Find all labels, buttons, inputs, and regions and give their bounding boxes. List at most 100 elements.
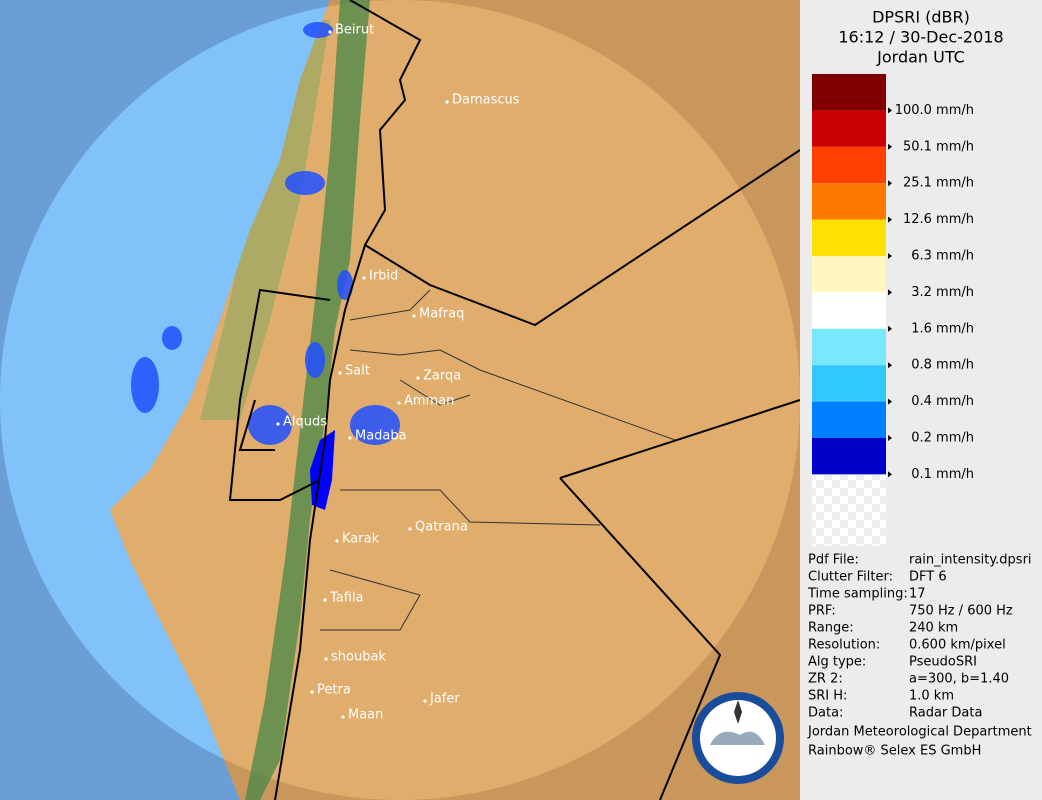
footer-line: Rainbow® Selex ES GmbH [808, 744, 981, 759]
city-label: Tafila [329, 591, 364, 606]
legend-tick [888, 435, 892, 441]
city-dot [348, 436, 352, 440]
legend-swatch [812, 256, 886, 293]
borders [228, 0, 801, 800]
info-key: Pdf File: [808, 553, 859, 568]
info-value: 0.600 km/pixel [909, 638, 1006, 653]
logo [692, 692, 784, 784]
legend-tick [888, 216, 892, 223]
legend-tick [888, 253, 892, 259]
info-value: 1.0 km [909, 689, 954, 704]
legend-tick [888, 143, 892, 150]
city-dot [423, 699, 427, 703]
info-value: PseudoSRI [909, 655, 977, 670]
city-dot [416, 376, 420, 380]
footer-line: Jordan Meteorological Department [807, 725, 1032, 740]
info-key: Data: [808, 706, 843, 721]
city-label: Alquds [283, 415, 327, 430]
city-dot [328, 30, 332, 34]
legend-swatch [812, 183, 886, 220]
info-key: Range: [808, 621, 854, 636]
panel-time: 16:12 / 30-Dec-2018 [838, 28, 1003, 47]
legend-label: 3.2 mm/h [911, 285, 974, 300]
legend-label: 50.1 mm/h [903, 139, 974, 154]
info-value: Radar Data [909, 706, 982, 721]
city-label: Petra [317, 683, 351, 698]
city-label: Maan [348, 708, 383, 723]
legend-label: 25.1 mm/h [903, 176, 974, 191]
info-value: rain_intensity.dpsri [909, 553, 1032, 568]
legend-label: 6.3 mm/h [911, 249, 974, 264]
city-dot [362, 276, 366, 280]
legend-label: 0.4 mm/h [911, 394, 974, 409]
legend-swatch-none [812, 474, 886, 547]
info-key: Resolution: [808, 638, 880, 653]
info-value: DFT 6 [909, 570, 947, 585]
city-label: Irbid [369, 269, 398, 284]
legend-swatch [812, 365, 886, 402]
info-value: 750 Hz / 600 Hz [909, 604, 1013, 619]
legend-tick [888, 325, 892, 332]
city-label: Amman [404, 394, 454, 409]
rain-echoes [131, 22, 400, 445]
city-dot [445, 100, 449, 104]
city-label: shoubak [331, 650, 386, 665]
legend-label: 0.2 mm/h [911, 431, 974, 446]
legend-tick [888, 180, 892, 187]
city-label: Mafraq [419, 307, 464, 322]
city-label: Madaba [355, 429, 407, 444]
city-label: Karak [342, 532, 380, 547]
city-dot [338, 371, 342, 375]
legend-tick [888, 362, 892, 369]
city-dot [323, 598, 327, 602]
city-label: Salt [345, 364, 370, 379]
city-dot [310, 690, 314, 694]
legend-swatch [812, 74, 886, 111]
legend-swatch [812, 292, 886, 329]
city-dot [341, 715, 345, 719]
info-key: Alg type: [808, 655, 866, 670]
city-label: Damascus [452, 93, 520, 108]
legend-tick [888, 107, 892, 114]
city-dot [335, 539, 339, 543]
legend-swatch [812, 401, 886, 438]
legend: 100.0 mm/h 50.1 mm/h 25.1 mm/h 12.6 mm/h 6.3… [812, 74, 974, 547]
city-dot [412, 314, 416, 318]
legend-swatch [812, 438, 886, 475]
city-label: Zarqa [423, 369, 461, 384]
info-key: SRI H: [808, 689, 847, 704]
info-key: Time sampling: [807, 587, 908, 602]
dead-sea [310, 430, 335, 510]
info-key: PRF: [808, 604, 836, 619]
city-label: Jafer [429, 692, 460, 707]
info-value: 17 [909, 587, 926, 602]
info-value: a=300, b=1.40 [909, 672, 1009, 687]
hills [200, 20, 330, 420]
panel-zone: Jordan UTC [876, 48, 965, 67]
legend-swatch [812, 219, 886, 256]
info-key: ZR 2: [808, 672, 843, 687]
panel-title: DPSRI (dBR) [872, 8, 970, 27]
legend-swatch [812, 328, 886, 366]
legend-swatch [812, 110, 886, 147]
info-value: 240 km [909, 621, 958, 636]
map [0, 0, 801, 800]
valley [245, 0, 370, 800]
legend-tick [888, 471, 892, 478]
legend-label: 1.6 mm/h [911, 321, 974, 336]
info-table: Pdf File: rain_intensity.dpsri Clutter Fil… [807, 553, 1032, 759]
city-labels: Beirut Damascus Irbid Mafraq Salt Zarqa Amman A… [276, 23, 520, 723]
city-dot [276, 422, 280, 426]
legend-label: 0.8 mm/h [911, 358, 974, 373]
legend-label: 100.0 mm/h [895, 103, 974, 118]
city-label: Beirut [335, 23, 374, 38]
city-label: Qatrana [415, 520, 468, 535]
legend-label: 12.6 mm/h [903, 212, 974, 227]
legend-tick [888, 289, 892, 296]
info-key: Clutter Filter: [808, 570, 893, 585]
city-dot [324, 657, 328, 661]
city-dot [397, 401, 401, 405]
legend-label: 0.1 mm/h [911, 467, 974, 482]
legend-tick [888, 398, 892, 405]
